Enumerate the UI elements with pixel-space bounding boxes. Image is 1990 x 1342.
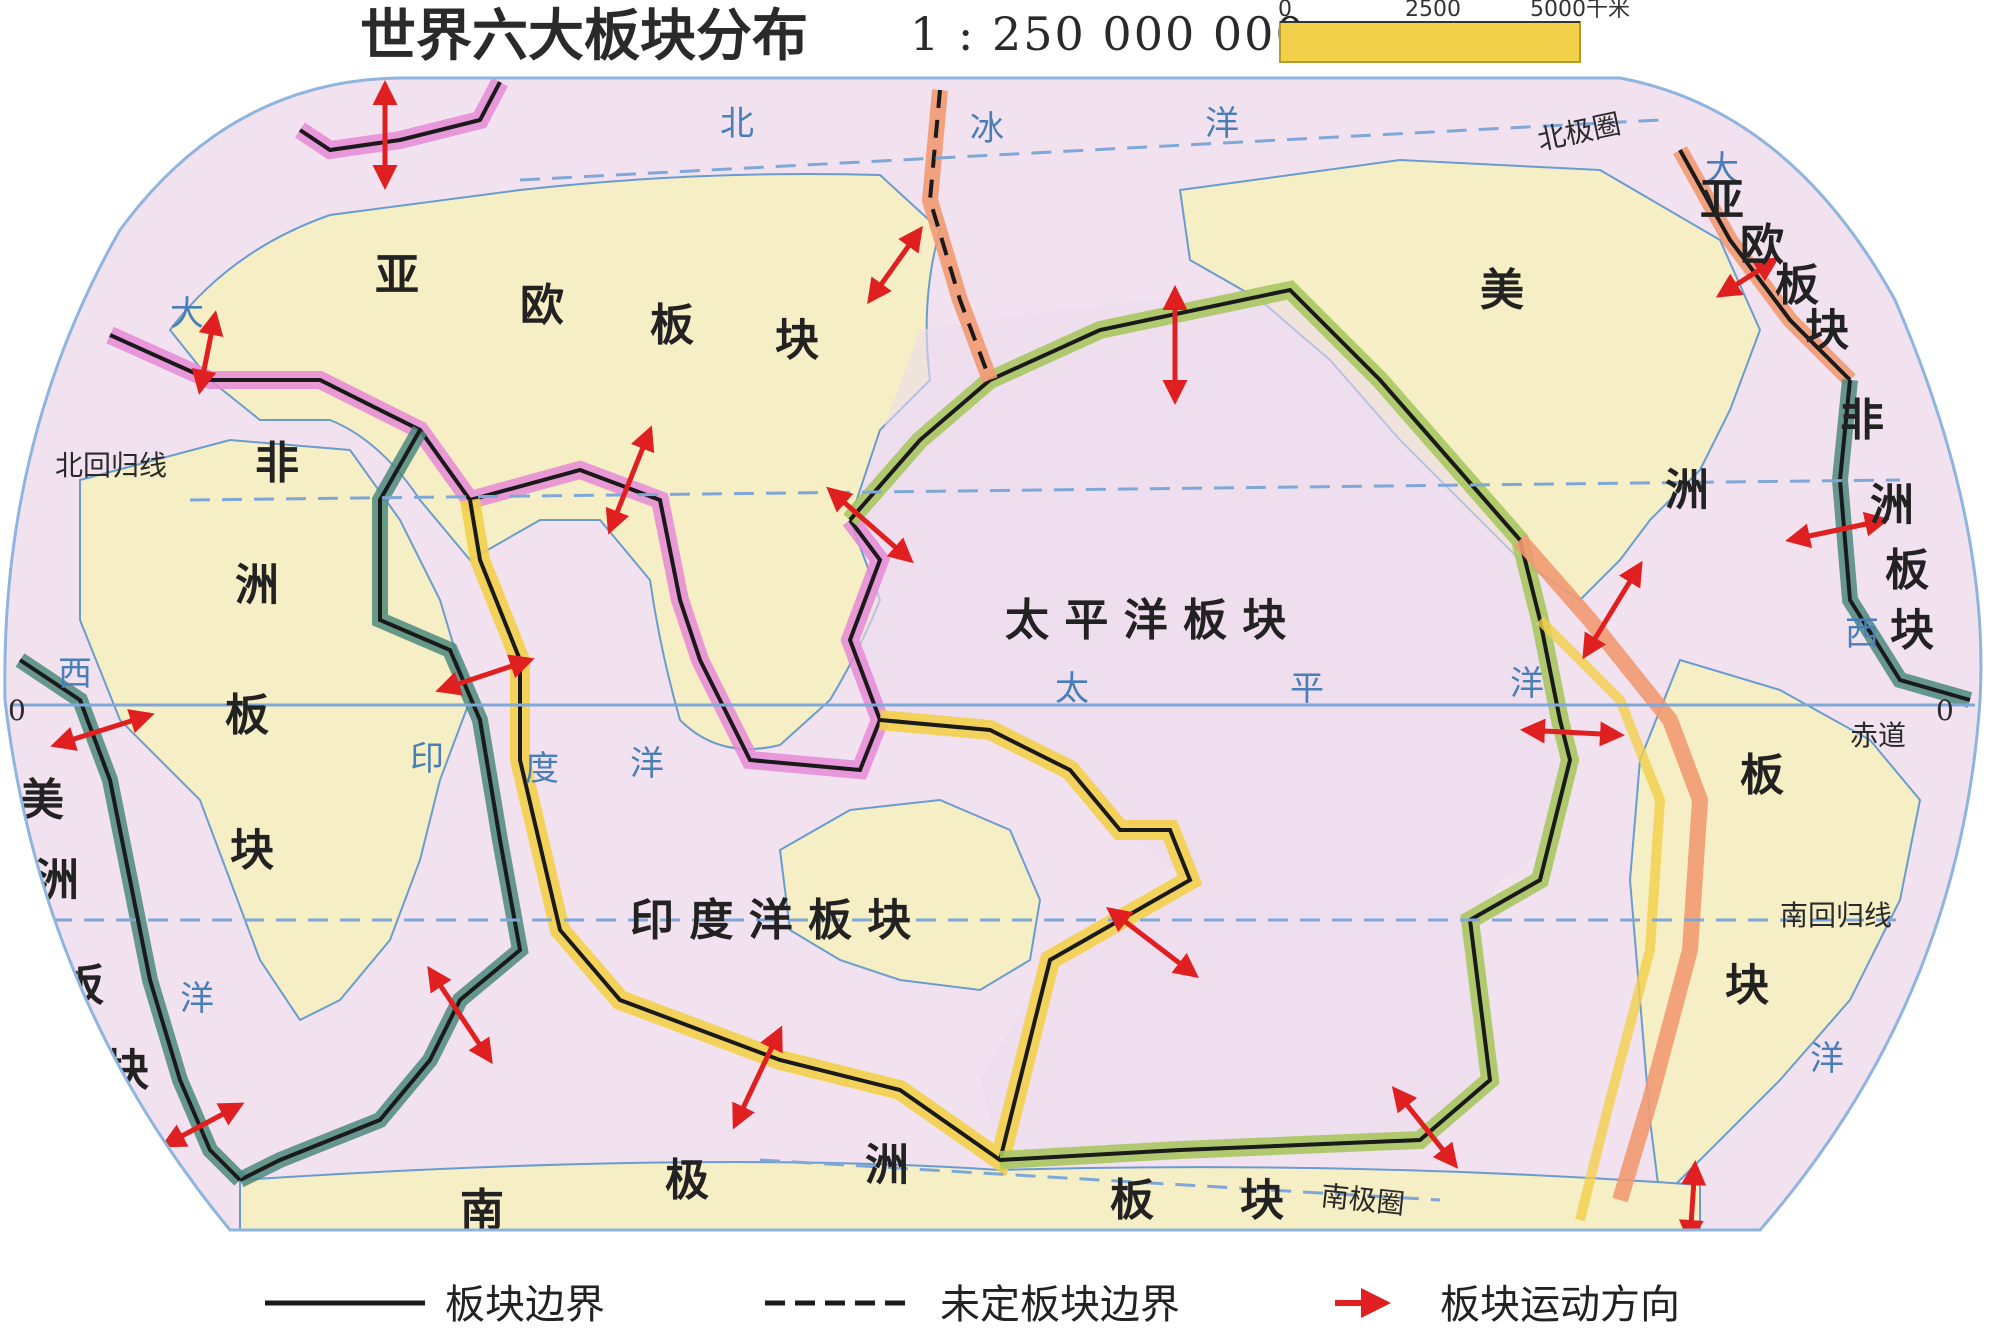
plate-label-pacific: 太 平 洋 板 块 bbox=[1005, 595, 1286, 646]
ocean-label-atlantic-right: 大 bbox=[1705, 149, 1739, 189]
motion-arrow bbox=[427, 965, 493, 1065]
plate-label-eurasian: 欧 bbox=[520, 280, 564, 331]
label-equator: 赤道 bbox=[1850, 719, 1906, 752]
plate-label-african: 块 bbox=[230, 825, 274, 876]
ocean-label-arctic: 洋 bbox=[1205, 104, 1239, 144]
plate-label-eurasian-right: 亚 bbox=[1700, 175, 1744, 226]
map-title: 世界六大板块分布 bbox=[360, 3, 808, 69]
label-tropic-capricorn: 南回归线 bbox=[1780, 899, 1892, 932]
motion-arrow bbox=[1678, 1160, 1707, 1230]
boundary-indian-line bbox=[468, 499, 1193, 1164]
plate-label-antarctic: 板 bbox=[1110, 1175, 1154, 1226]
plate-label-antarctic: 南 bbox=[460, 1185, 504, 1236]
motion-arrow bbox=[1785, 511, 1890, 549]
scale-tick-label: 5000千米 bbox=[1530, 0, 1630, 22]
map-outline bbox=[3, 76, 1983, 1232]
plate-label-african-right: 块 bbox=[1890, 605, 1934, 656]
ocean-label-arctic: 冰 bbox=[970, 109, 1004, 149]
map-body: 北 冰 洋 大 西 洋 大 西 洋 印 度 洋 太 平 洋 北极圈 北回归线 赤… bbox=[4, 78, 1981, 1236]
plate-label-antarctic: 块 bbox=[1240, 1175, 1284, 1226]
ocean-labels: 北 冰 洋 大 西 洋 大 西 洋 印 度 洋 太 平 洋 bbox=[58, 104, 1879, 1079]
ocean-label-atlantic-left: 西 bbox=[58, 654, 92, 694]
plate-labels: 亚 欧 板 块 亚 欧 板 块 非 洲 板 块 非 洲 板 块 美 洲 板 块 … bbox=[20, 175, 1934, 1236]
ocean-label-atlantic-left: 大 bbox=[170, 294, 204, 334]
motion-arrow bbox=[605, 425, 655, 535]
motion-arrow bbox=[1582, 560, 1643, 660]
motion-arrow bbox=[1391, 1086, 1459, 1169]
landmass-australia bbox=[778, 798, 1042, 992]
plate-label-american-right: 板 bbox=[1740, 750, 1784, 801]
tropic-cancer-line bbox=[189, 478, 1901, 502]
boundary-nazca bbox=[1536, 616, 1666, 1222]
boundary-eurasian-line bbox=[109, 333, 883, 773]
plate-label-african-right: 洲 bbox=[1870, 480, 1914, 531]
boundary-african-line bbox=[239, 429, 523, 1182]
plate-label-american-left: 美 bbox=[20, 775, 64, 826]
plate-label-african: 板 bbox=[225, 690, 269, 741]
scale-bar: 0 2500 5000千米 bbox=[1278, 0, 1630, 63]
plate-label-african-right: 非 bbox=[1840, 395, 1884, 446]
plate-label-american-left: 板 bbox=[60, 960, 104, 1011]
motion-arrow bbox=[1106, 906, 1199, 979]
scale-tick-label: 2500 bbox=[1405, 0, 1461, 22]
legend-undetermined-label: 未定板块边界 bbox=[940, 1282, 1180, 1328]
ocean-label-indian: 度 bbox=[525, 749, 559, 789]
ocean-label-atlantic-right: 西 bbox=[1845, 614, 1879, 654]
antarctic-circle-line bbox=[759, 1158, 1441, 1202]
plate-label-antarctic: 洲 bbox=[865, 1140, 909, 1191]
plate-label-american-right: 块 bbox=[1725, 960, 1769, 1011]
ocean-label-pacific: 洋 bbox=[1510, 664, 1544, 704]
legend-motion-label: 板块运动方向 bbox=[1440, 1282, 1680, 1328]
legend-boundary-label: 板块边界 bbox=[445, 1282, 605, 1328]
motion-arrows bbox=[50, 80, 1890, 1230]
plate-label-antarctic: 极 bbox=[665, 1155, 709, 1206]
scale-ratio: 1 : 250 000 000 bbox=[910, 7, 1307, 61]
ocean-label-indian: 洋 bbox=[630, 744, 664, 784]
ocean-label-arctic: 北 bbox=[720, 104, 754, 144]
plate-label-african-right: 板 bbox=[1885, 545, 1929, 596]
label-tropic-cancer: 北回归线 bbox=[55, 449, 167, 482]
ocean-label-pacific: 太 bbox=[1055, 669, 1089, 709]
plate-label-eurasian: 板 bbox=[650, 300, 694, 351]
plate-label-eurasian-right: 板 bbox=[1775, 260, 1819, 311]
boundary-african-right-line bbox=[1837, 379, 1971, 702]
motion-arrow bbox=[50, 709, 155, 751]
motion-arrow bbox=[191, 310, 224, 395]
ocean-label-pacific: 平 bbox=[1290, 669, 1324, 709]
plate-label-eurasian: 亚 bbox=[375, 250, 419, 301]
label-zero-right: 0 bbox=[1936, 694, 1954, 727]
plate-label-indian: 印 度 洋 板 块 bbox=[630, 895, 911, 946]
scale-bar-fill bbox=[1279, 21, 1581, 63]
plate-label-american-right: 美 bbox=[1480, 265, 1524, 316]
legend: 板块边界 未定板块边界 板块运动方向 bbox=[265, 1282, 1680, 1328]
motion-arrow bbox=[826, 486, 914, 564]
plate-label-eurasian-right: 块 bbox=[1805, 305, 1849, 356]
plate-pacific-region bbox=[850, 290, 1570, 1160]
landmass-antarctica bbox=[239, 1161, 1701, 1230]
boundary-undetermined-line bbox=[927, 89, 992, 381]
motion-arrow bbox=[435, 654, 535, 696]
ocean-label-indian: 印 bbox=[410, 739, 444, 779]
plate-label-eurasian: 块 bbox=[775, 315, 819, 366]
motion-arrow bbox=[160, 1102, 245, 1148]
scale-tick-label: 0 bbox=[1278, 0, 1292, 22]
motion-arrow bbox=[1715, 257, 1780, 298]
plate-label-african: 非 bbox=[255, 438, 299, 489]
boundary-eurasian-topleft-line bbox=[298, 81, 502, 153]
ocean-label-atlantic-left: 洋 bbox=[180, 979, 214, 1019]
label-zero-left: 0 bbox=[8, 694, 26, 727]
plate-label-american-right: 洲 bbox=[1665, 465, 1709, 516]
motion-arrow bbox=[867, 225, 923, 305]
plate-label-eurasian-right: 欧 bbox=[1740, 220, 1784, 271]
motion-arrow bbox=[1520, 718, 1625, 747]
ocean-label-atlantic-right: 洋 bbox=[1810, 1039, 1844, 1079]
plate-label-african: 洲 bbox=[235, 560, 279, 611]
motion-arrow bbox=[732, 1025, 783, 1130]
